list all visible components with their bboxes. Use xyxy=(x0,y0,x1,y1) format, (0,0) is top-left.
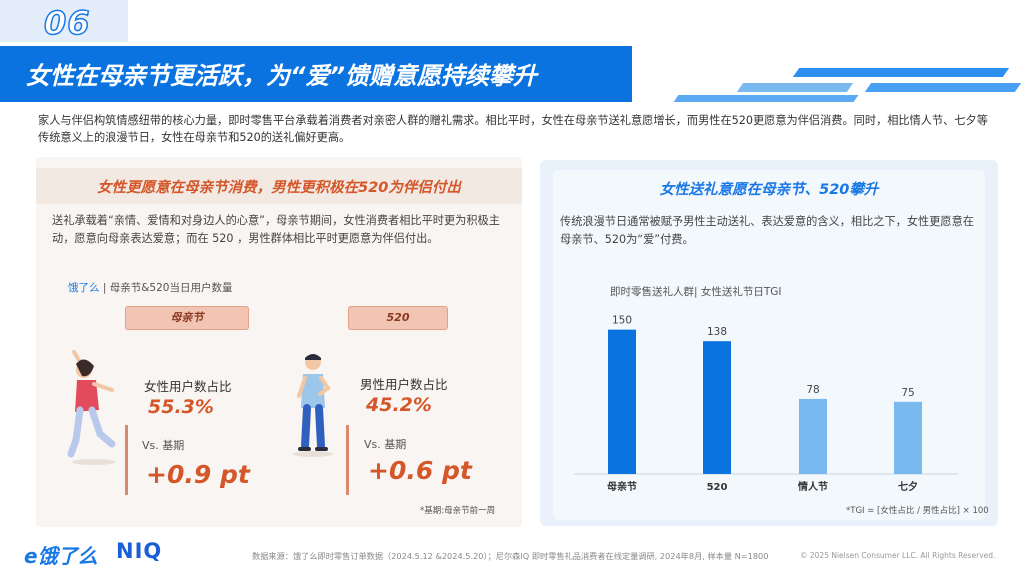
female-share-value: 55.3% xyxy=(148,396,214,418)
footer-copyright: © 2025 Nielsen Consumer LLC. All Rights … xyxy=(800,551,996,560)
man-illustration-icon xyxy=(293,354,333,457)
pill-520: 520 xyxy=(348,306,448,330)
tgi-formula-note: *TGI = [女性占比 / 男性占比] × 100 xyxy=(846,506,989,516)
chart-category-label-1: 母亲节 xyxy=(607,480,637,493)
decor-stripe-3 xyxy=(864,83,1022,92)
male-vs-divider xyxy=(346,425,349,495)
chart-bar-3 xyxy=(799,398,827,474)
chart-bar-4 xyxy=(894,401,922,474)
chart-bar-1 xyxy=(608,329,636,474)
chart-category-label-2: 520 xyxy=(707,482,728,493)
male-share-value: 45.2% xyxy=(366,394,432,416)
left-heading-band xyxy=(36,168,522,204)
chart-bar-2 xyxy=(703,341,731,474)
female-delta-value: +0.9 pt xyxy=(146,460,250,489)
chart-value-label-1: 150 xyxy=(612,315,632,327)
footer-data-source: 数据来源：饿了么即时零售订单数据（2024.5.12 &2024.5.20）；尼… xyxy=(252,551,769,561)
data-source-label: 饿了么 | 母亲节&520当日用户数量 xyxy=(68,280,232,295)
chart-value-label-3: 78 xyxy=(806,384,819,396)
eleme-logo: e饿了么 xyxy=(24,544,98,568)
source-brand: 饿了么 xyxy=(68,282,100,294)
page-title: 女性在母亲节更活跃，为“爱”馈赠意愿持续攀升 xyxy=(26,62,537,90)
male-share-label: 男性用户数占比 xyxy=(360,377,448,392)
source-description: | 母亲节&520当日用户数量 xyxy=(102,282,233,294)
left-panel-description: 送礼承载着“亲情、爱情和对身边人的心意”，母亲节期间，女性消费者相比平时更为积极… xyxy=(52,214,500,245)
header-accent-band xyxy=(0,0,128,42)
decor-stripe-1 xyxy=(792,68,1010,77)
pill-mothers-day: 母亲节 xyxy=(125,306,249,330)
page-number: 06 xyxy=(43,3,91,43)
left-panel-heading: 女性更愿意在母亲节消费，男性更积极在520为伴侣付出 xyxy=(97,180,461,196)
female-vs-label: Vs. 基期 xyxy=(142,439,185,452)
right-panel-description: 传统浪漫节日通常被赋予男性主动送礼、表达爱意的含义，相比之下，女性更愿意在母亲节… xyxy=(560,215,974,246)
chart-value-label-2: 138 xyxy=(707,326,727,338)
chart-label: 即时零售送礼人群| 女性送礼节日TGI xyxy=(610,286,782,298)
chart-category-label-3: 情人节 xyxy=(798,480,828,493)
right-panel-heading: 女性送礼意愿在母亲节、520攀升 xyxy=(659,182,879,198)
male-vs-label: Vs. 基期 xyxy=(364,438,407,451)
woman-illustration-icon xyxy=(67,350,116,465)
title-bar xyxy=(0,46,632,102)
intro-text: 家人与伴侣构筑情感纽带的核心力量，即时零售平台承载着消费者对亲密人群的赠礼需求。… xyxy=(38,114,988,144)
niq-logo: NIQ xyxy=(116,539,163,563)
decor-stripe-2 xyxy=(736,83,854,92)
left-panel xyxy=(36,157,522,527)
female-vs-divider xyxy=(125,425,128,495)
decor-stripe-4 xyxy=(673,95,859,102)
chart-category-label-4: 七夕 xyxy=(898,480,918,493)
baseline-note: *基期:母亲节前一周 xyxy=(420,506,496,516)
tgi-bar-chart: 150 母亲节 138 520 78 情人节 75 七夕 xyxy=(574,315,958,493)
male-delta-value: +0.6 pt xyxy=(368,456,472,485)
female-share-label: 女性用户数占比 xyxy=(144,379,232,394)
chart-value-label-4: 75 xyxy=(901,387,914,399)
